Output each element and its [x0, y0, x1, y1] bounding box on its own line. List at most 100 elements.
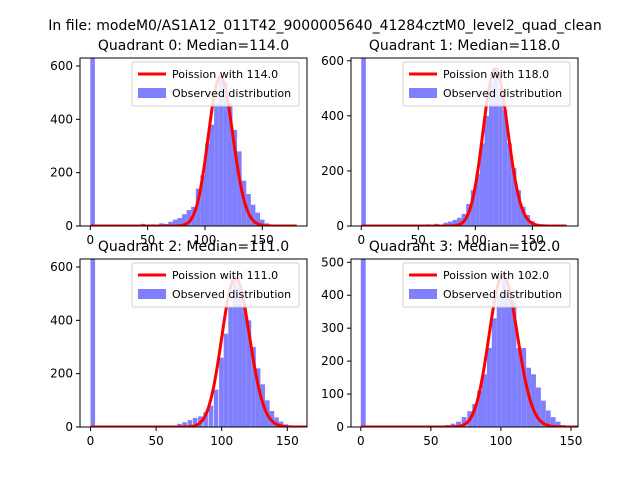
plot-area: [360, 259, 578, 427]
x-tick-label: 0: [357, 233, 365, 247]
legend-box: [402, 61, 571, 107]
histogram-bar: [507, 143, 512, 226]
subplot-title: Quadrant 1: Median=118.0: [369, 38, 560, 54]
histogram-bar: [232, 277, 238, 427]
histogram-bar: [472, 403, 478, 427]
histogram-bar: [540, 400, 546, 427]
histogram-bar: [531, 374, 536, 427]
histogram-bar: [242, 307, 247, 427]
y-tick-label: 0: [65, 420, 73, 434]
axes-frame: [350, 57, 579, 227]
y-tick-label: 0: [336, 420, 344, 434]
histogram-bar: [192, 417, 198, 427]
y-tick-label: 0: [65, 219, 73, 233]
legend-poisson-label: Poission with 111.0: [172, 269, 278, 282]
histogram-bar: [550, 417, 556, 427]
histogram-bar: [204, 143, 210, 226]
histogram-bar: [227, 103, 233, 226]
histogram-bar: [501, 275, 507, 427]
histogram-bar: [186, 210, 192, 226]
histogram-bar: [177, 423, 182, 427]
histogram-bar: [218, 76, 224, 226]
plot-area: [361, 58, 567, 226]
y-tick-label: 600: [50, 59, 73, 73]
histogram-bar: [259, 219, 265, 226]
histogram-bar: [555, 421, 561, 427]
legend-box: [402, 262, 571, 308]
poisson-curve: [90, 75, 297, 226]
x-tick-label: 0: [86, 233, 94, 247]
histogram-bar: [452, 219, 458, 226]
x-tick-label: 50: [411, 233, 426, 247]
histogram-bar: [545, 410, 551, 427]
legend-observed-label: Observed distribution: [443, 87, 562, 100]
histogram-bar: [203, 412, 208, 427]
histogram-bar: [200, 175, 205, 226]
legend-box: [131, 61, 300, 107]
x-tick-label: 100: [464, 233, 487, 247]
histogram-bar: [484, 115, 490, 226]
legend-box: [131, 262, 300, 308]
histogram-bar: [443, 222, 448, 226]
histogram-bar: [511, 168, 517, 226]
x-tick-label: 0: [87, 434, 95, 448]
histogram-bar: [447, 221, 453, 226]
y-tick-label: 200: [321, 164, 344, 178]
histogram-bar: [470, 190, 476, 226]
y-tick-label: 400: [321, 109, 344, 123]
legend: Poission with 102.0 Observed distribution: [402, 262, 571, 308]
histogram-bar: [246, 320, 252, 427]
x-tick-label: 50: [140, 233, 155, 247]
figure-suptitle: In file: modeM0/AS1A12_011T42_9000005640…: [48, 18, 601, 34]
histogram-bar: [502, 110, 508, 226]
subplot-quadrant-0: Quadrant 0: Median=114.0 0 50 100 150 0 200 400…: [50, 38, 308, 247]
histogram-bar: [172, 219, 178, 226]
x-tick-label: 0: [357, 434, 365, 448]
subplots: Quadrant 0: Median=114.0 0 50 100 150 0 200 400…: [50, 38, 582, 448]
legend-observed-label: Observed distribution: [443, 288, 562, 301]
subplot-quadrant-3: Quadrant 3: Median=102.0 0 50 100 150 0 100 200…: [321, 239, 582, 448]
histogram-bar: [475, 173, 480, 226]
legend: Poission with 118.0 Observed distribution: [402, 61, 571, 107]
histogram-bar: [360, 259, 366, 427]
histogram-bar: [489, 82, 494, 226]
histogram-bar: [90, 259, 96, 427]
histogram-bar: [482, 374, 487, 427]
legend-bar-swatch: [409, 88, 437, 98]
legend-observed-label: Observed distribution: [172, 87, 291, 100]
histogram-bar: [520, 206, 526, 226]
y-tick-label: 400: [321, 288, 344, 302]
y-tick-label: 400: [50, 313, 73, 327]
subplot-quadrant-2: Quadrant 2: Median=111.0 0 50 100 150 0 200 400…: [50, 239, 308, 448]
histogram-bar: [255, 368, 261, 427]
y-tick-label: 500: [321, 255, 344, 269]
histogram-bar: [208, 405, 214, 427]
x-tick-label: 100: [489, 434, 512, 448]
histogram-bar: [195, 188, 201, 226]
histogram-bar: [486, 347, 492, 427]
y-tick-label: 600: [321, 54, 344, 68]
histogram-bar: [182, 422, 187, 427]
histogram-bar: [456, 421, 461, 427]
histogram-bar: [274, 417, 279, 427]
y-tick-label: 0: [336, 219, 344, 233]
y-tick-label: 300: [321, 321, 344, 335]
plot-area: [90, 58, 297, 226]
subplot-title: Quadrant 3: Median=102.0: [369, 239, 560, 255]
y-tick-label: 200: [321, 354, 344, 368]
histogram-bar: [511, 301, 517, 427]
histogram-bar: [182, 214, 187, 226]
y-tick-label: 400: [50, 112, 73, 126]
axes-frame: [79, 57, 308, 227]
x-tick-label: 150: [276, 434, 299, 448]
legend-observed-label: Observed distribution: [172, 288, 291, 301]
axes-frame: [79, 258, 308, 428]
histogram-bar: [516, 347, 522, 427]
histogram-bar: [90, 58, 95, 226]
histogram-bar: [232, 130, 238, 226]
x-tick-label: 50: [148, 434, 163, 448]
histogram-bar: [214, 103, 219, 226]
histogram-bar: [228, 307, 233, 427]
histogram-bar: [477, 390, 483, 427]
